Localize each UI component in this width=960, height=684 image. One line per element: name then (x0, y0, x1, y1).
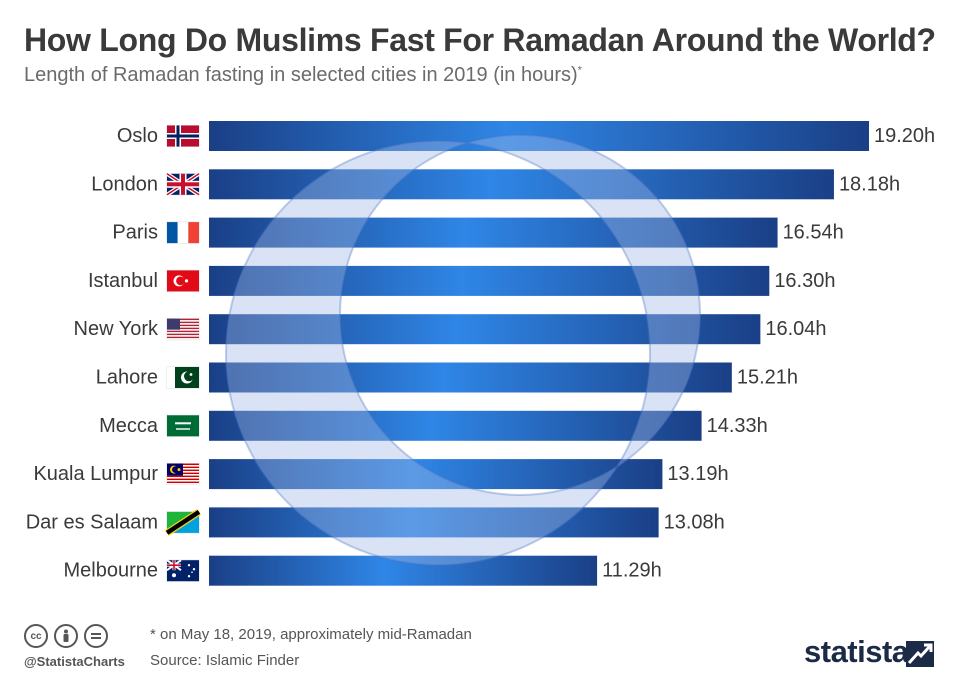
value-label: 19.20h (874, 125, 935, 147)
pakistan-flag-icon (166, 366, 200, 389)
value-label: 13.19h (667, 463, 728, 485)
value-label: 18.18h (839, 173, 900, 195)
malaysia-flag-icon (166, 463, 200, 486)
cc-icon: cc (24, 624, 48, 648)
value-label: 16.30h (774, 270, 835, 292)
bars-layer (209, 121, 869, 586)
source-note[interactable]: Source: Islamic Finder (150, 652, 300, 669)
bar (209, 217, 778, 248)
category-label: London (91, 173, 158, 195)
by-icon (54, 624, 78, 648)
statista-logo-mark-icon (906, 641, 934, 667)
category-label: Mecca (99, 415, 159, 437)
equals-icon (84, 624, 108, 648)
subtitle-asterisk: * (577, 64, 582, 77)
bar (209, 121, 869, 151)
turkey-flag-icon (166, 269, 200, 292)
bar (209, 314, 761, 345)
tanzania-flag-icon (165, 508, 201, 536)
license-icons: cc (24, 624, 108, 648)
france-flag-icon (166, 221, 200, 244)
value-label: 16.54h (783, 222, 844, 244)
labels-layer: Oslo 19.20h London 18.18h Paris 16.54h Istanbu… (26, 125, 935, 582)
bar (209, 555, 598, 586)
saudi-arabia-flag-icon (166, 414, 200, 437)
value-label: 15.21h (737, 367, 798, 389)
subtitle-text: Length of Ramadan fasting in selected ci… (24, 64, 578, 86)
bar (209, 265, 770, 296)
australia-flag-icon (166, 559, 200, 582)
statista-logo[interactable]: statista (804, 634, 909, 669)
footnote: * on May 18, 2019, approximately mid-Ram… (150, 626, 472, 643)
category-label: Lahore (96, 367, 158, 389)
crescent-moon-decoration (224, 134, 702, 566)
chart-subtitle: Length of Ramadan fasting in selected ci… (24, 64, 582, 87)
chart-title: How Long Do Muslims Fast For Ramadan Aro… (24, 22, 936, 58)
category-label: Dar es Salaam (26, 511, 158, 533)
uk-flag-icon (165, 172, 201, 197)
value-label: 13.08h (664, 511, 725, 533)
bar (209, 507, 659, 538)
category-label: Melbourne (63, 560, 158, 582)
category-label: Istanbul (88, 270, 158, 292)
bar (209, 459, 663, 490)
twitter-handle[interactable]: @StatistaCharts (24, 654, 125, 669)
category-label: Paris (112, 222, 158, 244)
category-label: New York (74, 318, 159, 340)
bar (209, 169, 834, 200)
category-label: Kuala Lumpur (33, 463, 158, 485)
value-label: 11.29h (602, 560, 662, 582)
crescent-moon-shape (224, 134, 702, 566)
value-label: 14.33h (707, 415, 768, 437)
bar-chart: Oslo 19.20h London 18.18h Paris 16.54h Istanbu… (26, 121, 935, 586)
value-label: 16.04h (765, 318, 826, 340)
bar (209, 410, 702, 441)
category-label: Oslo (117, 125, 158, 147)
usa-flag-icon (166, 318, 200, 341)
norway-flag-icon (166, 125, 200, 147)
bar (209, 362, 732, 393)
